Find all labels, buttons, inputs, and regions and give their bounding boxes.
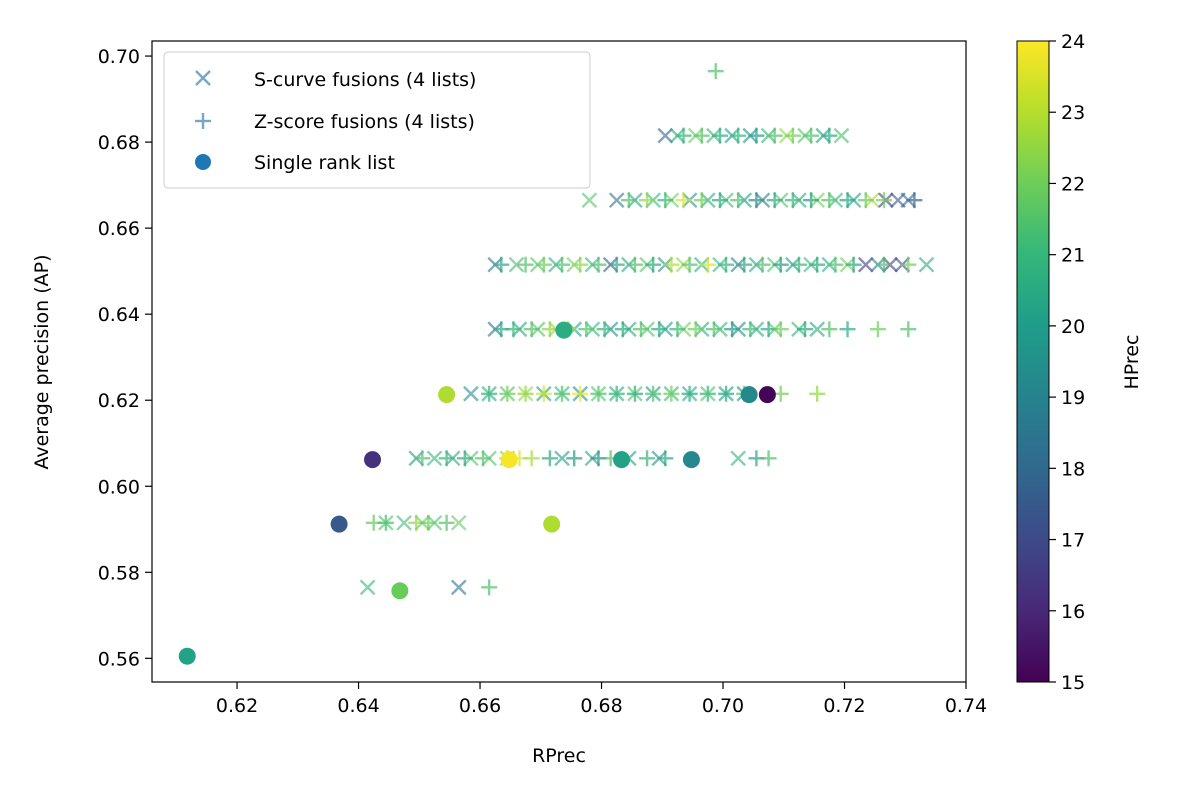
colorbar-tick-label: 19 [1061,387,1085,409]
legend: S-curve fusions (4 lists) Z-score fusion… [164,52,590,188]
single-rank-point [741,386,758,403]
y-tick-label: 0.60 [98,476,140,498]
single-rank-point [364,451,381,468]
single-rank-point [501,451,518,468]
colorbar-gradient [1017,41,1049,682]
colorbar-tick-label: 23 [1061,102,1085,124]
y-tick-label: 0.58 [98,562,140,584]
colorbar-tick-label: 18 [1061,458,1085,480]
y-tick-label: 0.70 [98,46,140,68]
colorbar-tick-label: 24 [1061,31,1085,53]
colorbar-tick-label: 15 [1061,672,1085,694]
single-rank-point [555,322,572,339]
single-rank-point [391,582,408,599]
x-tick-label: 0.68 [580,695,622,717]
single-rank-point [331,516,348,533]
x-tick-label: 0.62 [216,695,258,717]
legend-label-scurve: S-curve fusions (4 lists) [254,69,476,91]
x-tick-label: 0.74 [945,695,987,717]
single-rank-point [543,516,560,533]
y-tick-label: 0.66 [98,218,140,240]
legend-marker-single [195,154,211,170]
x-tick-label: 0.64 [337,695,379,717]
y-tick-label: 0.64 [98,304,140,326]
colorbar-tick-label: 22 [1061,173,1085,195]
x-tick-label: 0.72 [823,695,865,717]
colorbar-tick-label: 16 [1061,601,1085,623]
single-rank-point [759,386,776,403]
single-rank-point [613,451,630,468]
colorbar-tick-label: 17 [1061,530,1085,552]
legend-label-single: Single rank list [254,152,395,174]
y-tick-label: 0.62 [98,390,140,412]
single-rank-point [438,386,455,403]
colorbar-tick-label: 20 [1061,316,1085,338]
single-rank-point [179,648,196,665]
single-rank-point [683,451,700,468]
y-tick-label: 0.68 [98,132,140,154]
x-tick-label: 0.70 [702,695,744,717]
legend-label-zscore: Z-score fusions (4 lists) [254,111,475,133]
y-tick-label: 0.56 [98,648,140,670]
colorbar-label: HPrec [1121,335,1143,390]
y-axis-label: Average precision (AP) [31,254,53,469]
x-tick-label: 0.66 [459,695,501,717]
x-axis-label: RPrec [532,745,586,767]
colorbar-tick-label: 21 [1061,245,1085,267]
